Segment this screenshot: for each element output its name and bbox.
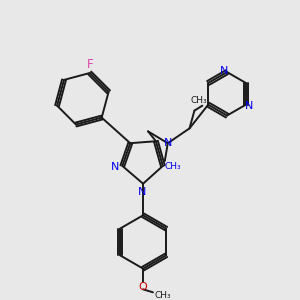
Text: CH₃: CH₃: [190, 96, 207, 105]
Text: N: N: [111, 162, 120, 172]
Text: CH₃: CH₃: [154, 291, 171, 300]
Text: F: F: [86, 58, 93, 70]
Text: N: N: [220, 66, 228, 76]
Text: CH₃: CH₃: [164, 162, 181, 171]
Text: N: N: [138, 187, 146, 196]
Text: N: N: [164, 138, 172, 148]
Text: O: O: [139, 282, 148, 292]
Text: N: N: [244, 101, 253, 111]
